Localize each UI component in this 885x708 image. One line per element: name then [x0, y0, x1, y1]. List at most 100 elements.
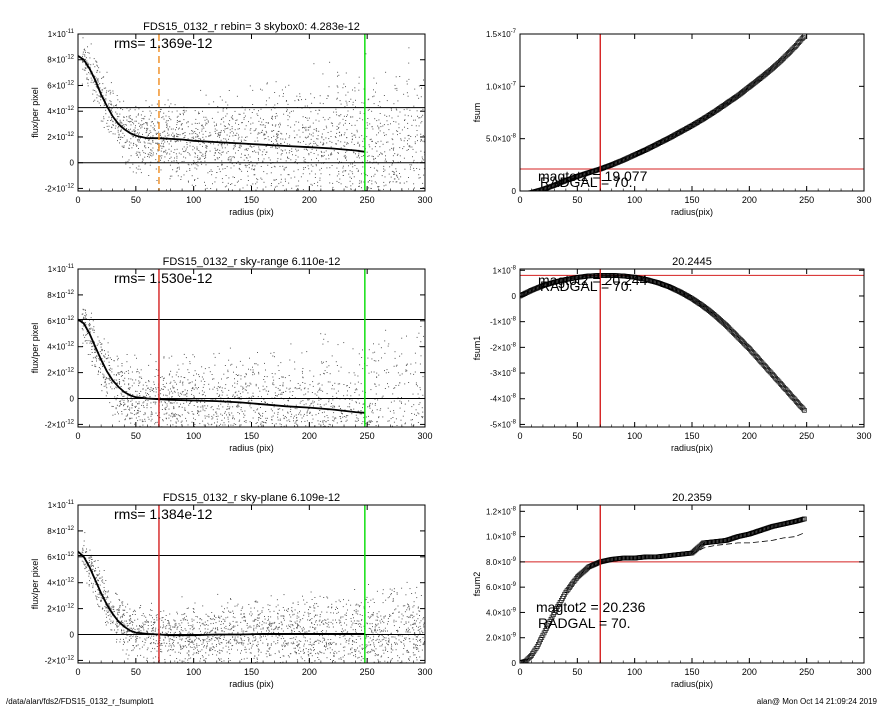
scatter-point	[275, 117, 276, 119]
scatter-point	[213, 154, 215, 156]
scatter-point	[108, 376, 110, 378]
scatter-point	[352, 348, 354, 350]
scatter-point	[103, 97, 105, 99]
scatter-point	[113, 360, 115, 361]
scatter-point	[183, 377, 185, 378]
scatter-point	[135, 405, 137, 407]
scatter-point	[380, 203, 381, 204]
scatter-point	[397, 397, 399, 399]
scatter-point	[237, 150, 239, 151]
scatter-point	[221, 143, 223, 145]
scatter-point	[272, 143, 274, 145]
scatter-point	[298, 192, 299, 193]
scatter-point	[385, 487, 386, 488]
scatter-point	[261, 131, 263, 133]
scatter-point	[135, 125, 136, 127]
scatter-point	[418, 332, 420, 334]
scatter-point	[246, 136, 248, 138]
scatter-point	[176, 414, 178, 416]
scatter-point	[166, 382, 167, 384]
scatter-point	[302, 127, 303, 129]
scatter-point	[346, 446, 347, 447]
scatter-point	[360, 182, 362, 184]
scatter-point	[183, 160, 185, 162]
scatter-point	[353, 134, 355, 136]
scatter-point	[384, 456, 385, 457]
scatter-point	[139, 395, 141, 397]
scatter-point	[123, 116, 124, 118]
scatter-point	[326, 127, 328, 129]
scatter-point	[211, 418, 213, 420]
scatter-point	[270, 487, 271, 488]
scatter-point	[150, 407, 152, 409]
scatter-point	[103, 105, 105, 106]
scatter-point	[397, 221, 398, 222]
scatter-point	[231, 156, 233, 158]
scatter-point	[284, 463, 285, 464]
scatter-point	[96, 94, 98, 96]
scatter-point	[355, 414, 357, 416]
scatter-point	[370, 138, 372, 140]
scatter-point	[94, 341, 95, 343]
scatter-point	[276, 142, 278, 144]
scatter-point	[392, 143, 394, 145]
scatter-point	[255, 189, 257, 191]
scatter-point	[309, 446, 310, 447]
scatter-point	[365, 469, 366, 470]
scatter-point	[180, 113, 181, 115]
scatter-point	[116, 404, 118, 406]
scatter-point	[396, 449, 397, 450]
scatter-point	[417, 115, 418, 117]
scatter-point	[263, 171, 265, 173]
scatter-point	[343, 510, 344, 511]
scatter-point	[212, 388, 214, 390]
scatter-point	[122, 132, 124, 134]
scatter-point	[402, 148, 404, 150]
scatter-point	[265, 138, 267, 139]
scatter-point	[236, 132, 238, 134]
scatter-point	[332, 189, 334, 191]
scatter-point	[280, 132, 282, 134]
scatter-point	[271, 416, 273, 418]
scatter-point	[168, 441, 169, 442]
scatter-point	[142, 158, 144, 160]
scatter-point	[413, 435, 414, 436]
scatter-point	[234, 134, 236, 136]
scatter-point	[160, 157, 162, 159]
scatter-point	[287, 458, 288, 459]
scatter-point	[214, 128, 216, 130]
scatter-point	[238, 431, 239, 432]
scatter-point	[192, 145, 194, 147]
scatter-point	[341, 194, 342, 195]
scatter-point	[360, 180, 362, 182]
y-axis-label: fsum	[472, 103, 482, 123]
scatter-point	[352, 163, 353, 165]
scatter-point	[305, 98, 307, 100]
scatter-point	[342, 118, 344, 120]
scatter-point	[407, 135, 409, 137]
scatter-point	[240, 409, 242, 411]
scatter-point	[99, 351, 101, 353]
scatter-point	[231, 126, 233, 128]
scatter-point	[135, 379, 137, 381]
scatter-point	[401, 479, 402, 480]
scatter-point	[373, 159, 375, 161]
scatter-point	[229, 132, 231, 134]
scatter-point	[89, 66, 91, 68]
scatter-point	[166, 403, 168, 405]
scatter-point	[103, 360, 105, 362]
scatter-point	[177, 392, 179, 394]
scatter-point	[161, 140, 163, 142]
scatter-point	[110, 109, 112, 111]
scatter-point	[343, 193, 344, 194]
scatter-point	[421, 485, 422, 486]
scatter-point	[318, 423, 320, 425]
scatter-point	[138, 133, 139, 135]
scatter-point	[209, 132, 211, 134]
scatter-point	[296, 134, 298, 136]
scatter-point	[222, 151, 224, 153]
scatter-point	[389, 469, 390, 470]
scatter-point	[118, 420, 120, 422]
scatter-point	[277, 103, 279, 105]
scatter-point	[138, 151, 140, 153]
